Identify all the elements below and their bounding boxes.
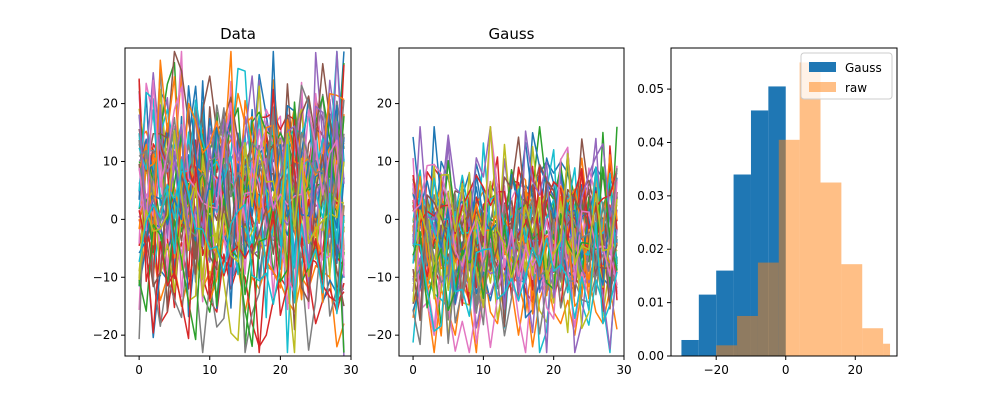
- y-tick-label: 0: [384, 212, 392, 226]
- y-tick-label: 0.02: [637, 242, 664, 256]
- y-tick-label: 0.05: [637, 82, 664, 96]
- legend-label: raw: [845, 81, 867, 95]
- x-tick-label: 20: [848, 363, 863, 377]
- axes-frame: [398, 47, 625, 357]
- y-tick-label: 0.03: [637, 189, 664, 203]
- legend: Gauss raw: [800, 52, 893, 100]
- y-tick-label: 0.01: [637, 296, 664, 310]
- data-line-plot: 0 10 20 30 −20 −10 0 10 20 Data: [93, 25, 359, 377]
- subplot-title: Gauss: [489, 25, 535, 43]
- y-tick-label: −10: [93, 270, 118, 284]
- histogram-plot: −20 0 20 0.00 0.01 0.02 0.03 0.04 0.05 Gauss raw: [637, 47, 898, 377]
- series-line: [412, 165, 618, 247]
- x-tick-label: 10: [202, 363, 217, 377]
- histogram-bar: [799, 62, 821, 357]
- series-line: [412, 159, 618, 281]
- x-tick-label: −20: [704, 363, 729, 377]
- x-tick-label: 0: [135, 363, 143, 377]
- y-tick-label: −20: [93, 328, 118, 342]
- y-tick-label: −10: [367, 270, 392, 284]
- x-tick-label: 10: [476, 363, 491, 377]
- histogram-bar: [820, 182, 842, 356]
- x-tick-label: 20: [273, 363, 288, 377]
- gauss-line-plot: 0 10 20 30 −20 −10 0 10 20 Gauss: [367, 25, 632, 377]
- histogram-bar: [883, 343, 891, 356]
- series-line: [412, 125, 618, 302]
- series-line: [138, 99, 345, 270]
- series-line: [412, 141, 618, 307]
- legend-label: Gauss: [845, 61, 882, 75]
- histogram-bar: [681, 339, 699, 356]
- series-line: [138, 143, 345, 315]
- y-tick-label: 0.04: [637, 135, 664, 149]
- series-line: [412, 222, 618, 332]
- histogram-bar: [716, 345, 738, 356]
- subplot-title: Data: [220, 25, 256, 43]
- legend-swatch: [809, 62, 836, 72]
- histogram-bar: [757, 262, 779, 356]
- y-tick-label: 10: [103, 154, 118, 168]
- x-tick-label: 30: [343, 363, 358, 377]
- y-tick-label: 20: [377, 97, 392, 111]
- y-tick-label: 0: [110, 212, 118, 226]
- x-tick-label: 20: [546, 363, 561, 377]
- histogram-bar: [698, 294, 717, 356]
- histogram-bar: [733, 174, 751, 356]
- series-line: [412, 168, 618, 337]
- histogram-bar: [862, 328, 884, 356]
- axes-frame: [124, 47, 352, 357]
- histogram-bar: [841, 264, 863, 356]
- y-tick-label: 0.00: [637, 349, 664, 363]
- y-tick-label: 10: [377, 154, 392, 168]
- histogram-bar: [778, 139, 800, 356]
- series-lines: [412, 125, 618, 354]
- series-line: [138, 50, 345, 202]
- x-tick-label: 0: [409, 363, 417, 377]
- histogram-raw: [716, 62, 891, 357]
- series-lines: [138, 50, 345, 356]
- x-tick-label: 30: [616, 363, 631, 377]
- y-tick-label: −20: [367, 328, 392, 342]
- histogram-bar: [716, 270, 734, 356]
- series-line: [138, 79, 345, 266]
- x-tick-label: 0: [782, 363, 790, 377]
- histogram-bar: [737, 315, 758, 356]
- y-tick-label: 20: [103, 97, 118, 111]
- series-line: [138, 140, 345, 354]
- axes-frame: [670, 47, 898, 357]
- series-line: [138, 50, 345, 255]
- series-line: [138, 107, 345, 237]
- series-line: [138, 129, 345, 280]
- series-line: [138, 95, 345, 268]
- legend-swatch: [809, 82, 836, 92]
